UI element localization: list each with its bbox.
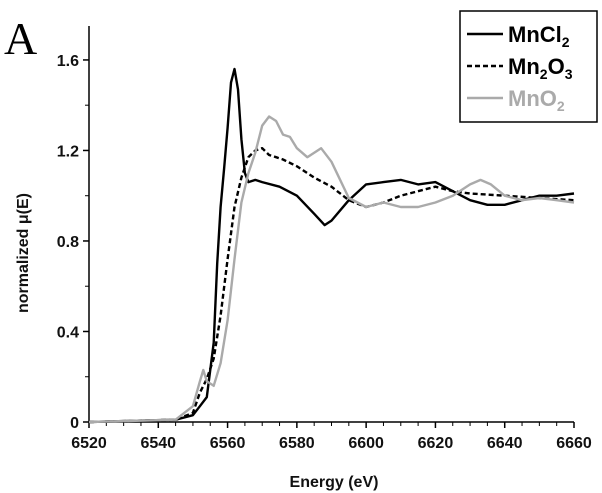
- series-line-mncl2: [88, 67, 575, 424]
- legend: MnCl2 Mn2O3 MnO2: [459, 10, 598, 123]
- x-ticks: 6520 6540 6560 6580 6600 6620 6640 6660: [71, 422, 592, 452]
- x-tick-label: 6520: [71, 435, 107, 452]
- x-tick-label: 6660: [556, 435, 592, 452]
- y-tick-label: 1.2: [57, 143, 79, 160]
- y-axis-title: normalized μ(E): [15, 193, 32, 313]
- x-tick-label: 6640: [487, 435, 523, 452]
- x-tick-label: 6540: [140, 435, 176, 452]
- y-tick-label: 0.8: [57, 234, 79, 251]
- legend-box: [459, 10, 598, 123]
- panel-label: A: [4, 13, 37, 64]
- y-tick-label: 1.6: [57, 53, 79, 70]
- y-ticks: 0 0.4 0.8 1.2 1.6: [57, 53, 89, 432]
- series-layer: [88, 67, 575, 424]
- legend-label-mno2: MnO2: [508, 86, 565, 114]
- x-axis-title: Energy (eV): [290, 474, 379, 491]
- legend-label-mn2o3: Mn2O3: [508, 54, 573, 82]
- y-tick-label: 0.4: [57, 324, 79, 341]
- legend-label-mncl2: MnCl2: [508, 22, 570, 50]
- series-line-mn2o3: [88, 147, 575, 424]
- x-tick-label: 6560: [210, 435, 246, 452]
- x-tick-label: 6620: [418, 435, 454, 452]
- y-tick-label: 0: [70, 415, 79, 432]
- x-tick-label: 6600: [348, 435, 384, 452]
- x-tick-label: 6580: [279, 435, 315, 452]
- series-line-mno2: [88, 115, 575, 424]
